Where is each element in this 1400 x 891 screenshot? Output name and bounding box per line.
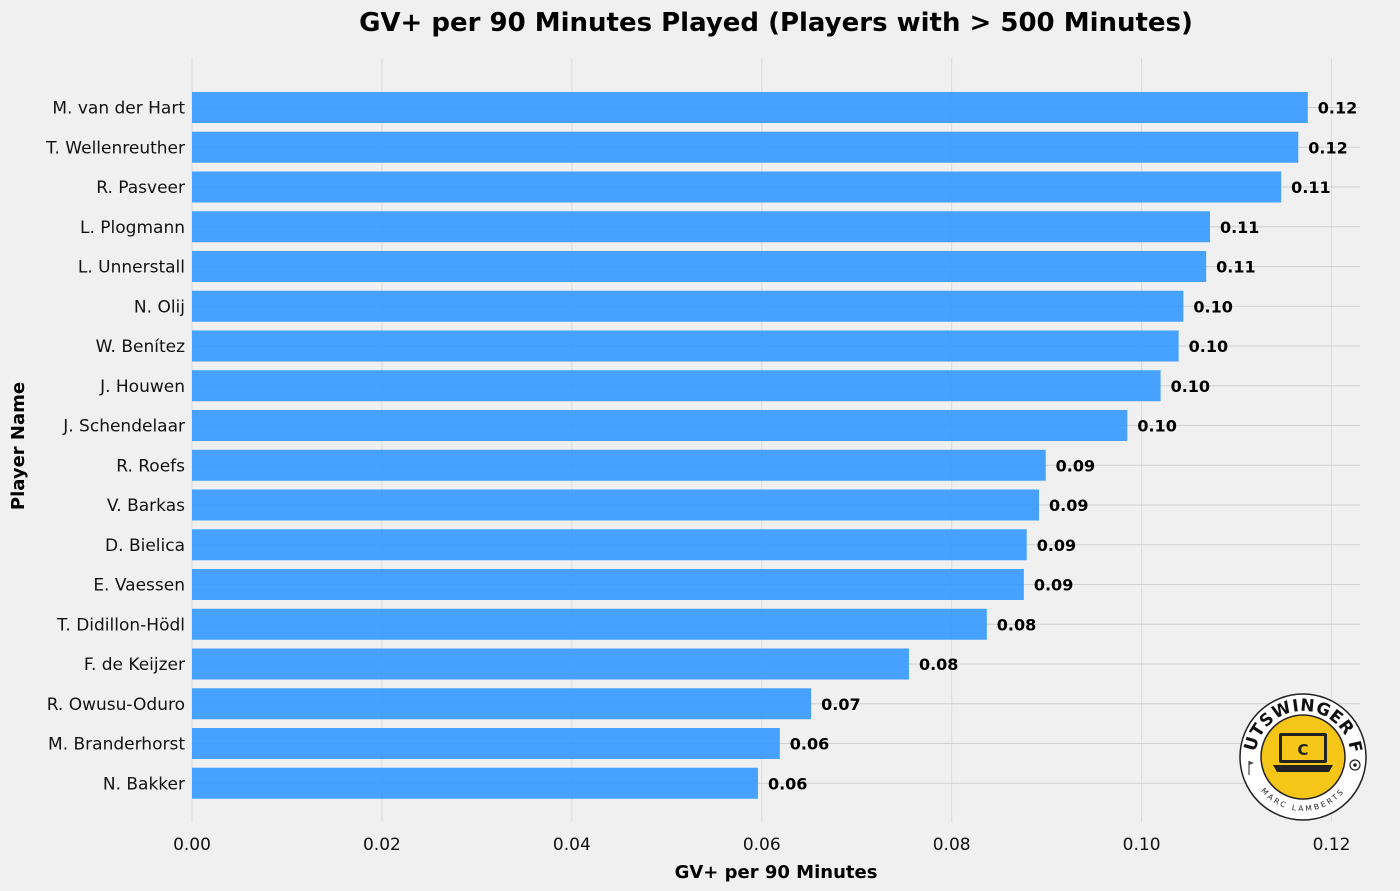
y-tick-label: D. Bielica — [105, 536, 185, 556]
bar-value-label: 0.10 — [1137, 417, 1176, 436]
bar — [192, 330, 1179, 362]
bar-value-label: 0.12 — [1308, 138, 1347, 157]
y-tick-label: T. Wellenreuther — [45, 138, 185, 158]
bar-value-label: 0.11 — [1220, 218, 1259, 237]
bar-value-label: 0.12 — [1318, 99, 1357, 118]
y-tick-label: R. Pasveer — [96, 178, 185, 198]
bar — [192, 569, 1024, 600]
x-axis-label: GV+ per 90 Minutes — [675, 862, 878, 883]
y-tick-label: R. Owusu-Oduro — [47, 695, 185, 715]
bar — [192, 171, 1282, 203]
bar-value-label: 0.09 — [1037, 536, 1076, 555]
y-tick-label: M. Branderhorst — [48, 735, 185, 755]
y-axis-label: Player Name — [8, 382, 29, 510]
y-tick-label: V. Barkas — [107, 496, 185, 516]
bar-value-label: 0.08 — [919, 655, 958, 674]
bar-value-label: 0.10 — [1189, 337, 1228, 356]
bar — [192, 370, 1161, 402]
value-labels: 0.12 0.12 0.11 0.11 0.11 0.10 0.10 0.10 0.10 0.09… — [768, 99, 1357, 794]
x-tick-label: 0.04 — [553, 835, 591, 855]
chart-title: GV+ per 90 Minutes Played (Players with … — [359, 8, 1193, 38]
bar — [192, 648, 909, 680]
y-tick-labels: M. van der Hart T. Wellenreuther R. Pasvee… — [45, 99, 185, 795]
x-tick-label: 0.12 — [1313, 835, 1351, 855]
bar-value-label: 0.10 — [1171, 377, 1210, 396]
y-tick-label: F. de Keijzer — [84, 655, 185, 675]
bar-value-label: 0.06 — [768, 774, 807, 793]
y-tick-label: N. Olij — [134, 297, 185, 317]
corner-flag-icon — [1248, 761, 1254, 775]
bar — [192, 211, 1210, 243]
bar-value-label: 0.06 — [790, 735, 829, 754]
bar-value-label: 0.11 — [1291, 178, 1330, 197]
bar — [192, 410, 1128, 441]
laptop-icon: C — [1273, 733, 1333, 772]
bar — [192, 251, 1207, 282]
y-tick-label: L. Plogmann — [80, 218, 185, 238]
y-tick-label: R. Roefs — [116, 456, 185, 476]
bar-value-label: 0.07 — [821, 695, 860, 714]
bar-value-label: 0.09 — [1056, 456, 1095, 475]
logo-badge: OUTSWINGER FC MARC LAMBERTS C — [1239, 693, 1367, 821]
bar — [192, 529, 1027, 561]
y-tick-label: T. Didillon-Hödl — [56, 615, 185, 635]
x-tick-label: 0.06 — [743, 835, 781, 855]
x-tick-label: 0.10 — [1123, 835, 1161, 855]
bar-value-label: 0.09 — [1049, 496, 1088, 515]
bar — [192, 728, 780, 759]
y-tick-label: J. Houwen — [99, 377, 185, 397]
x-tick-labels: 0.00 0.02 0.04 0.06 0.08 0.10 0.12 — [173, 835, 1350, 855]
y-tick-label: L. Unnerstall — [78, 258, 185, 278]
ball-icon — [1349, 759, 1361, 771]
y-tick-label: J. Schendelaar — [62, 417, 185, 437]
svg-text:C: C — [1297, 741, 1308, 759]
bar-value-label: 0.10 — [1193, 297, 1232, 316]
y-gridlines — [192, 107, 1360, 784]
bar — [192, 131, 1299, 163]
bar — [192, 449, 1046, 481]
x-tick-label: 0.00 — [173, 835, 211, 855]
bar — [192, 688, 812, 720]
y-tick-label: N. Bakker — [103, 774, 185, 794]
bar — [192, 767, 758, 799]
bar — [192, 489, 1040, 521]
y-tick-label: M. van der Hart — [52, 99, 185, 119]
bar-value-label: 0.08 — [997, 615, 1036, 634]
bars — [192, 92, 1308, 799]
x-tick-label: 0.02 — [363, 835, 401, 855]
bar — [192, 290, 1184, 322]
y-tick-label: W. Benítez — [96, 337, 185, 357]
bar-value-label: 0.09 — [1034, 576, 1073, 595]
y-tick-label: E. Vaessen — [93, 576, 185, 596]
bar — [192, 608, 987, 640]
bar — [192, 92, 1308, 123]
x-tick-label: 0.08 — [933, 835, 971, 855]
bar-value-label: 0.11 — [1216, 258, 1255, 277]
